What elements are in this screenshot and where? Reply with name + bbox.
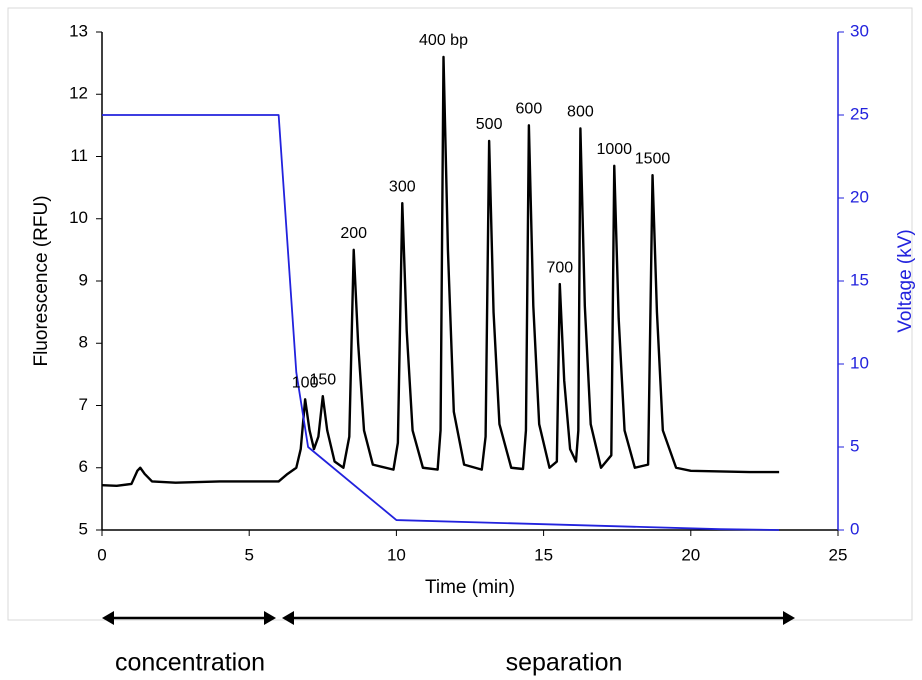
peak-label: 300: [389, 178, 416, 195]
fluorescence-line: [101, 55, 780, 487]
arrow-head: [282, 611, 294, 625]
y2-tick-label: 10: [850, 353, 869, 372]
y-tick-label: 7: [79, 395, 88, 414]
x-axis-title: Time (min): [425, 577, 515, 598]
y2-tick-label: 15: [850, 270, 869, 289]
y2-tick-label: 5: [850, 436, 859, 455]
arrow-head: [783, 611, 795, 625]
peak-label: 400 bp: [419, 32, 468, 49]
y2-tick-label: 0: [850, 519, 859, 538]
peak-label: 1500: [635, 150, 671, 167]
peak-label: 1000: [596, 141, 632, 158]
peak-label: 600: [516, 101, 543, 118]
phase-label: separation: [506, 649, 623, 677]
y-tick-label: 8: [79, 333, 88, 352]
x-tick-label: 10: [387, 545, 406, 564]
y-tick-label: 13: [69, 21, 88, 40]
x-tick-label: 20: [681, 545, 700, 564]
y2-tick-label: 30: [850, 21, 869, 40]
x-tick-label: 0: [97, 545, 106, 564]
peak-label: 800: [567, 104, 594, 121]
arrow-head: [102, 611, 114, 625]
phase-arrows: [102, 611, 795, 625]
peak-label: 150: [309, 371, 336, 388]
y-tick-label: 6: [79, 457, 88, 476]
phase-label: concentration: [115, 649, 265, 677]
x-tick-label: 5: [244, 545, 253, 564]
arrow-head: [264, 611, 276, 625]
peak-label: 200: [340, 225, 367, 242]
voltage-line: [102, 114, 780, 531]
peak-label: 500: [476, 116, 503, 133]
y-tick-label: 5: [79, 519, 88, 538]
chart-frame: [7, 7, 913, 621]
y-tick-label: 9: [79, 270, 88, 289]
peak-label: 100: [292, 374, 319, 391]
x-tick-label: 25: [829, 545, 848, 564]
y-tick-label: 10: [69, 208, 88, 227]
x-tick-label: 15: [534, 545, 553, 564]
y-tick-label: 11: [70, 146, 88, 165]
y-tick-label: 12: [69, 84, 88, 103]
y-axis-title: Fluorescence (RFU): [31, 195, 52, 366]
y2-tick-label: 20: [850, 187, 869, 206]
y2-axis-title: Voltage (kV): [895, 229, 916, 333]
y2-tick-label: 25: [850, 104, 869, 123]
peak-label: 700: [546, 259, 573, 276]
